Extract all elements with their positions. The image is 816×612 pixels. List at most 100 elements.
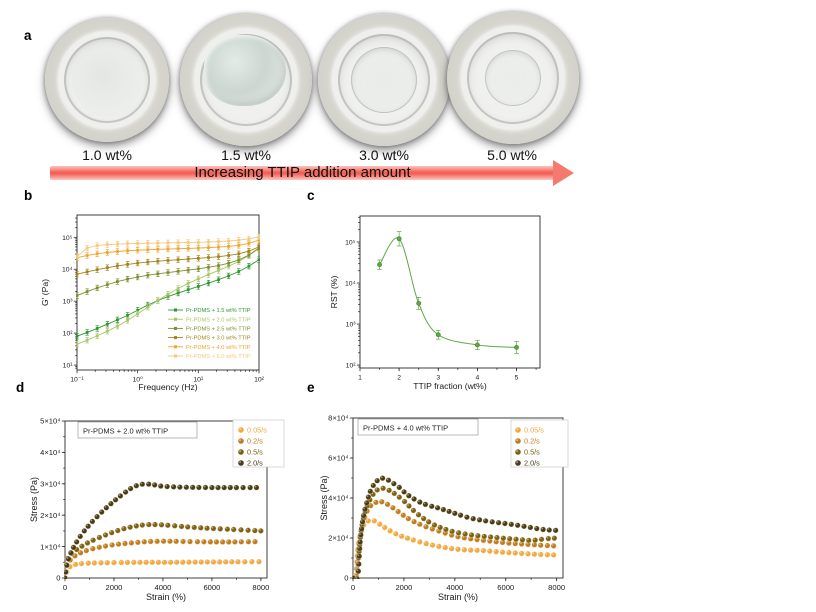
svg-text:10⁴: 10⁴ [62,267,73,274]
svg-text:TTIP fraction (wt%): TTIP fraction (wt%) [413,381,487,391]
svg-text:10³: 10³ [63,299,74,306]
svg-text:2000: 2000 [106,583,123,592]
series-2.0/s [64,481,260,579]
svg-text:0: 0 [56,574,60,583]
petri-dish-2-gel-blob [203,35,286,107]
plot-area [64,481,264,579]
svg-text:2.0/s: 2.0/s [524,459,540,468]
svg-text:10⁻¹: 10⁻¹ [70,376,84,383]
axes: 10⁻¹ 10⁰ 10¹ 10² 10¹ 10² 10³ 10⁴ 10⁵ Frequency (H… [40,214,265,392]
series-Pr-PDMS + 3.0 wt% TTIP [76,243,260,278]
dish-label-4: 5.0 wt% [487,147,537,163]
petri-dish-3-film [351,47,417,113]
svg-text:10²: 10² [63,331,74,338]
svg-text:2×10⁴: 2×10⁴ [328,534,348,543]
petri-dish-1-film [72,42,142,118]
series-2.0/s [352,475,559,579]
panel-e-chart: 0 2000 4000 6000 8000 0 2×10⁴ 4×10⁴ 6×10⁴ 8×10⁴ St… [310,405,602,612]
svg-text:10³: 10³ [346,322,357,329]
svg-text:10²: 10² [254,376,265,383]
dish-label-3: 3.0 wt% [359,147,409,163]
panel-e-letter: e [307,380,315,395]
svg-text:0.05/s: 0.05/s [524,426,544,435]
series-0.05/s [64,558,262,579]
plot-area [377,231,519,354]
svg-text:10⁵: 10⁵ [345,239,356,246]
petri-dish-4 [447,12,579,144]
chart-title-box: Pr-PDMS + 4.0 wt% TTIP [357,418,479,436]
petri-dish-1 [45,18,169,142]
petri-dish-4-film [485,50,541,106]
svg-text:Pr-PDMS + 1.5 wt% TTIP: Pr-PDMS + 1.5 wt% TTIP [186,308,251,314]
svg-text:Pr-PDMS + 2.5 wt% TTIP: Pr-PDMS + 2.5 wt% TTIP [186,326,251,332]
svg-text:Pr-PDMS + 2.0 wt% TTIP: Pr-PDMS + 2.0 wt% TTIP [186,317,251,323]
chart-legend: 0.05/s 0.2/s 0.5/s 2.0/s [232,419,285,468]
series-Pr-PDMS + 2.5 wt% TTIP [76,244,260,299]
axes: 0 2000 4000 6000 8000 0 1×10⁴ 2×10⁴ 3×10⁴ 4×10⁴ 5×… [29,417,269,602]
panel-c-letter: c [307,188,315,203]
increasing-ttip-arrow-head [553,160,574,186]
svg-text:10²: 10² [346,363,357,370]
svg-text:10⁰: 10⁰ [133,376,144,383]
axes: 1 2 3 4 5 10² 10³ 10⁴ 10⁵ TTIP fraction (wt%) RST … [329,215,541,391]
svg-text:3×10⁴: 3×10⁴ [40,480,60,489]
svg-text:0.5/s: 0.5/s [524,448,540,457]
svg-text:Frequency (Hz): Frequency (Hz) [138,382,197,392]
svg-text:5: 5 [515,374,519,381]
svg-text:G' (Pa): G' (Pa) [40,279,50,306]
svg-text:4000: 4000 [154,583,171,592]
svg-text:5×10⁴: 5×10⁴ [40,417,60,426]
panel-c-chart: 1 2 3 4 5 10² 10³ 10⁴ 10⁵ TTIP fraction (wt%) RST … [329,194,570,415]
svg-text:10¹: 10¹ [63,363,74,370]
svg-text:Stress (Pa): Stress (Pa) [319,475,329,520]
panel-d-chart: 0 2000 4000 6000 8000 0 1×10⁴ 2×10⁴ 3×10⁴ 4×10⁴ 5×… [20,405,312,612]
chart-legend: Pr-PDMS + 1.5 wt% TTIP Pr-PDMS + 2.0 wt% … [168,308,251,360]
svg-text:Pr-PDMS + 2.0 wt% TTIP: Pr-PDMS + 2.0 wt% TTIP [83,427,168,436]
svg-text:Pr-PDMS + 4.0 wt% TTIP: Pr-PDMS + 4.0 wt% TTIP [186,345,251,351]
svg-text:Strain (%): Strain (%) [438,592,478,602]
svg-text:0.2/s: 0.2/s [524,437,540,446]
svg-text:0.2/s: 0.2/s [247,437,263,446]
increasing-ttip-arrow-label: Increasing TTIP addition amount [194,164,411,181]
panel-b-chart: 10⁻¹ 10⁰ 10¹ 10² 10¹ 10² 10³ 10⁴ 10⁵ Frequency (H… [38,194,290,415]
svg-text:8×10⁴: 8×10⁴ [328,414,348,423]
svg-text:Pr-PDMS + 5.0 wt% TTIP: Pr-PDMS + 5.0 wt% TTIP [186,354,251,360]
dish-label-1: 1.0 wt% [82,147,132,163]
series-Pr-PDMS + 5.0 wt% TTIP [76,233,260,260]
svg-text:2: 2 [397,374,401,381]
svg-text:6×10⁴: 6×10⁴ [328,454,348,463]
svg-text:Pr-PDMS + 4.0 wt% TTIP: Pr-PDMS + 4.0 wt% TTIP [363,424,448,433]
plot-area [352,475,559,579]
panel-a-letter: a [24,28,32,43]
increasing-ttip-arrow [50,166,555,180]
svg-text:8000: 8000 [548,583,565,592]
svg-text:2×10⁴: 2×10⁴ [40,511,60,520]
series-rst [377,231,519,354]
svg-text:10⁵: 10⁵ [62,235,73,242]
petri-dish-2 [180,14,312,146]
plot-area [76,233,260,348]
svg-text:Pr-PDMS + 3.0 wt% TTIP: Pr-PDMS + 3.0 wt% TTIP [186,336,251,342]
svg-text:RST (%): RST (%) [330,275,339,308]
dish-label-2: 1.5 wt% [221,147,271,163]
series-0.2/s [64,538,259,579]
svg-text:10¹: 10¹ [193,376,204,383]
chart-title-box: Pr-PDMS + 2.0 wt% TTIP [77,421,198,439]
svg-text:8000: 8000 [252,583,269,592]
svg-text:1×10⁴: 1×10⁴ [40,542,60,551]
chart-legend: 0.05/s 0.2/s 0.5/s 2.0/s [510,419,569,468]
svg-text:Stress (Pa): Stress (Pa) [29,477,39,522]
svg-text:0: 0 [63,583,67,592]
svg-text:0.05/s: 0.05/s [247,426,267,435]
svg-text:0: 0 [351,583,355,592]
petri-dish-3 [318,14,450,146]
panel-d-svg: 0 2000 4000 6000 8000 0 1×10⁴ 2×10⁴ 3×10⁴ 4×10⁴ 5×… [29,417,285,602]
svg-text:4000: 4000 [446,583,463,592]
svg-text:0: 0 [344,574,348,583]
svg-text:0.5/s: 0.5/s [247,448,263,457]
svg-text:2.0/s: 2.0/s [247,459,263,468]
panel-e-svg: 0 2000 4000 6000 8000 0 2×10⁴ 4×10⁴ 6×10⁴ 8×10⁴ St… [319,414,569,602]
panel-d-letter: d [16,380,25,395]
svg-text:6000: 6000 [203,583,220,592]
